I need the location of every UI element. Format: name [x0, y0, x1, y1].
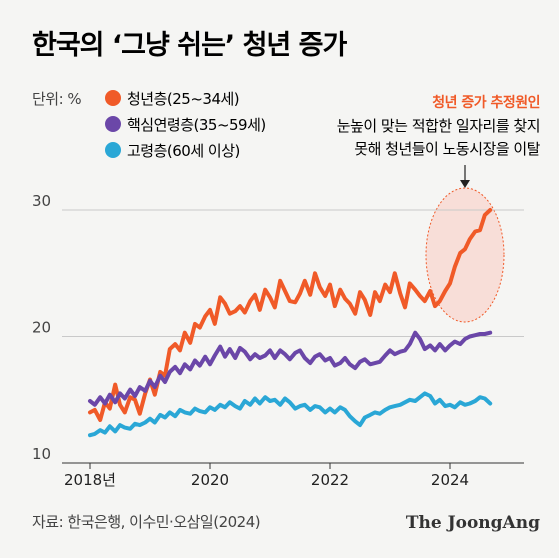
series-lines: [88, 208, 493, 438]
y-axis: 10 20 30: [32, 192, 51, 463]
series-line-2: [88, 391, 493, 438]
legend: 청년층(25~34세) 핵심연령층(35~59세) 고령층(60세 이상): [105, 90, 266, 160]
annotation-arrowhead: [460, 180, 470, 188]
series-line-1: [88, 330, 493, 407]
y-tick-label: 10: [32, 445, 51, 463]
x-tick-label: 2018년: [64, 471, 116, 489]
x-tick-label: 2024: [431, 471, 469, 489]
brand-logo: The JoongAng: [406, 513, 540, 533]
gridlines: [62, 209, 524, 337]
x-tick-label: 2020: [191, 471, 229, 489]
legend-label-elderly: 고령층(60세 이상): [127, 142, 240, 160]
x-axis: 2018년 2020 2022 2024: [64, 463, 469, 489]
legend-swatch-core: [105, 116, 121, 132]
chart-title: 한국의 ‘그냥 쉬는’ 청년 증가: [32, 30, 348, 61]
x-tick-label: 2022: [311, 471, 349, 489]
annotation-line1: 눈높이 맞는 적합한 일자리를 찾지: [337, 117, 540, 135]
source-text: 자료: 한국은행, 이수민·오삼일(2024): [32, 513, 260, 531]
annotation: 청년 증가 추정원인 눈높이 맞는 적합한 일자리를 찾지 못해 청년들이 노동…: [337, 94, 541, 323]
annotation-title: 청년 증가 추정원인: [432, 94, 540, 111]
legend-label-core: 핵심연령층(35~59세): [127, 116, 266, 134]
y-tick-label: 30: [32, 192, 51, 210]
legend-swatch-elderly: [105, 142, 121, 158]
legend-label-youth: 청년층(25~34세): [127, 90, 239, 108]
annotation-line2: 못해 청년들이 노동시장을 이탈: [354, 140, 540, 158]
y-tick-label: 20: [32, 319, 51, 337]
unit-label: 단위: %: [32, 90, 81, 108]
legend-swatch-youth: [105, 90, 121, 106]
